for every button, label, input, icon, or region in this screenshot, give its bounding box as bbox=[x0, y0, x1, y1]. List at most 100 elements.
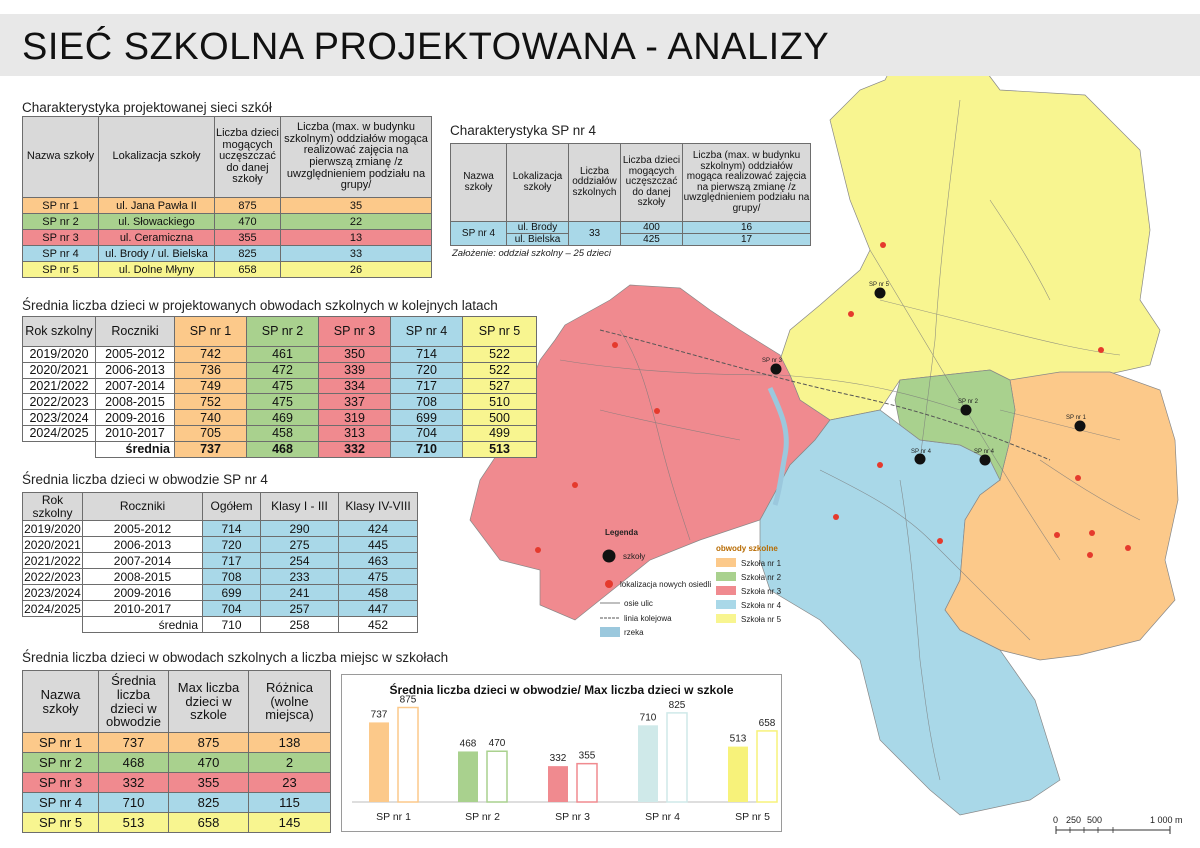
legend-item: linia kolejowa bbox=[624, 614, 672, 623]
school-label: SP nr 3 bbox=[762, 358, 783, 364]
legend-district-3-swatch bbox=[716, 586, 736, 595]
chart-bar bbox=[638, 725, 658, 802]
table-row: SP nr 5 ul. Dolne Młyny 658 26 bbox=[22, 261, 432, 278]
sp4-yearly-table: Rok szkolny Roczniki Ogółem Klasy I - II… bbox=[22, 492, 418, 633]
col-header: SP nr 5 bbox=[462, 316, 537, 347]
schools-characteristics-table: Nazwa szkoły Lokalizacja szkoły Liczba d… bbox=[22, 116, 432, 278]
school-label: SP nr 5 bbox=[869, 282, 890, 288]
chart-category-label: SP nr 4 bbox=[645, 811, 680, 823]
street-network bbox=[559, 99, 1141, 781]
table-row: SP nr 4 ul. Brody 33 400 16 bbox=[450, 221, 811, 246]
col-header: SP nr 4 bbox=[390, 316, 463, 347]
scale-label: 0 bbox=[1053, 815, 1058, 825]
scale-label: 500 bbox=[1087, 815, 1102, 825]
table-row: SP nr 1 737 875 138 bbox=[22, 732, 331, 753]
page-title: SIEĆ SZKOLNA PROJEKTOWANA - ANALIZY bbox=[22, 26, 830, 68]
col-header: SP nr 3 bbox=[318, 316, 391, 347]
table-row: 2024/2025 2010-2017 704 257 447 bbox=[22, 600, 418, 617]
school-marker bbox=[874, 287, 886, 299]
table-average-row: średnia 710 258 452 bbox=[23, 616, 418, 633]
table2-title: Charakterystyka SP nr 4 bbox=[450, 123, 597, 138]
col-header: Max liczba dzieci w szkole bbox=[168, 670, 249, 733]
legend-district: Szkoła nr 1 bbox=[741, 559, 782, 568]
legend-district-1-swatch bbox=[716, 558, 736, 567]
table-row: SP nr 4 710 825 115 bbox=[22, 792, 331, 813]
legend-district: Szkoła nr 3 bbox=[741, 587, 782, 596]
col-header: Rok szkolny bbox=[22, 316, 96, 347]
col-header: Klasy IV-VIII bbox=[338, 492, 418, 521]
table-row: 2020/2021 2006-2013 720 275 445 bbox=[22, 536, 418, 553]
table-row: SP nr 3 ul. Ceramiczna 355 13 bbox=[22, 229, 432, 246]
table-row: SP nr 4 ul. Brody / ul. Bielska 825 33 bbox=[22, 245, 432, 262]
scale-label: 1 000 m bbox=[1150, 815, 1183, 825]
capacity-comparison-table: Nazwa szkoły Średnia liczba dzieci w obw… bbox=[22, 670, 331, 833]
col-header: Rok szkolny bbox=[22, 492, 83, 521]
table-average-row: średnia 737 468 332 710 513 bbox=[23, 440, 537, 458]
school-label: SP nr 1 bbox=[1066, 415, 1087, 421]
col-header: Roczniki bbox=[95, 316, 175, 347]
table-row: 2019/2020 2005-2012 742 461 350 714 522 bbox=[22, 346, 537, 363]
chart-bar bbox=[666, 712, 688, 803]
school-marker bbox=[960, 404, 972, 416]
col-header: Liczba oddziałów szkolnych bbox=[568, 143, 621, 222]
chart-bar bbox=[756, 730, 778, 803]
title-bar bbox=[0, 14, 1200, 76]
col-header: Klasy I - III bbox=[260, 492, 339, 521]
new-settlements bbox=[535, 242, 1131, 558]
legend-districts-title: obwody szkolne bbox=[716, 544, 778, 553]
table3-title: Średnia liczba dzieci w projektowanych o… bbox=[22, 298, 498, 313]
legend-item: szkoły bbox=[623, 552, 645, 561]
school-markers bbox=[770, 287, 1086, 466]
chart-bar bbox=[397, 706, 419, 803]
school-marker bbox=[1074, 420, 1086, 432]
district-5-area bbox=[779, 69, 1161, 421]
school-label: SP nr 2 bbox=[958, 399, 979, 405]
table-row: 2021/2022 2007-2014 749 475 334 717 527 bbox=[22, 377, 537, 395]
table-row: SP nr 2 ul. Słowackiego 470 22 bbox=[22, 213, 432, 230]
district-3-area bbox=[469, 284, 831, 621]
legend-item: lokalizacja nowych osiedli bbox=[620, 580, 711, 589]
table4-title: Średnia liczba dzieci w obwodzie SP nr 4 bbox=[22, 472, 268, 487]
chart-bar bbox=[458, 751, 478, 802]
school-marker bbox=[914, 453, 926, 465]
chart-data-label: 332 bbox=[550, 753, 567, 764]
sp4-characteristics-table: Nazwa szkoły Lokalizacja szkoły Liczba o… bbox=[450, 143, 811, 246]
legend-item: osie ulic bbox=[624, 599, 653, 608]
table-row: ul. Bielska 425 17 bbox=[450, 233, 811, 246]
table-row: SP nr 2 468 470 2 bbox=[22, 752, 331, 773]
table-row: 2022/2023 2008-2015 752 475 337 708 510 bbox=[22, 393, 537, 411]
col-header: Liczba dzieci mogących uczęszczać do dan… bbox=[214, 116, 281, 198]
table-row: SP nr 3 332 355 23 bbox=[22, 772, 331, 793]
col-header: Średnia liczba dzieci w obwodzie bbox=[98, 670, 169, 733]
chart-bar bbox=[728, 746, 748, 802]
table5-title: Średnia liczba dzieci w obwodach szkolny… bbox=[22, 650, 449, 665]
chart-category-label: SP nr 2 bbox=[465, 811, 500, 823]
river bbox=[767, 386, 789, 506]
col-header: Lokalizacja szkoły bbox=[98, 116, 215, 198]
district-yearly-table: Rok szkolny Roczniki SP nr 1 SP nr 2 SP … bbox=[22, 316, 537, 458]
col-header: SP nr 1 bbox=[174, 316, 247, 347]
legend-district-2-swatch bbox=[716, 572, 736, 581]
legend-district: Szkoła nr 4 bbox=[741, 601, 782, 610]
map-legend: Legenda szkoły lokalizacja nowych osiedl… bbox=[600, 528, 782, 637]
legend-settlement-icon bbox=[605, 580, 613, 588]
col-header: Nazwa szkoły bbox=[450, 143, 507, 222]
legend-district-5-swatch bbox=[716, 614, 736, 623]
col-header: Nazwa szkoły bbox=[22, 116, 99, 198]
capacity-chart: Średnia liczba dzieci w obwodzie/ Max li… bbox=[341, 674, 782, 832]
table-row: 2021/2022 2007-2014 717 254 463 bbox=[22, 552, 418, 569]
col-header: Nazwa szkoły bbox=[22, 670, 99, 733]
chart-bar bbox=[548, 766, 568, 802]
chart-data-label: 470 bbox=[489, 738, 506, 749]
chart-category-label: SP nr 5 bbox=[735, 811, 770, 823]
scale-bar: 0 250 500 1 000 m bbox=[1053, 815, 1183, 834]
school-marker bbox=[770, 363, 782, 375]
chart-title: Średnia liczba dzieci w obwodzie/ Max li… bbox=[389, 683, 734, 697]
legend-school-icon bbox=[602, 549, 616, 563]
col-header: Ogółem bbox=[202, 492, 261, 521]
legend-river-icon bbox=[600, 627, 620, 637]
school-label: SP nr 4 bbox=[911, 449, 932, 455]
chart-data-label: 468 bbox=[460, 738, 477, 749]
table-row: SP nr 5 513 658 145 bbox=[22, 812, 331, 833]
